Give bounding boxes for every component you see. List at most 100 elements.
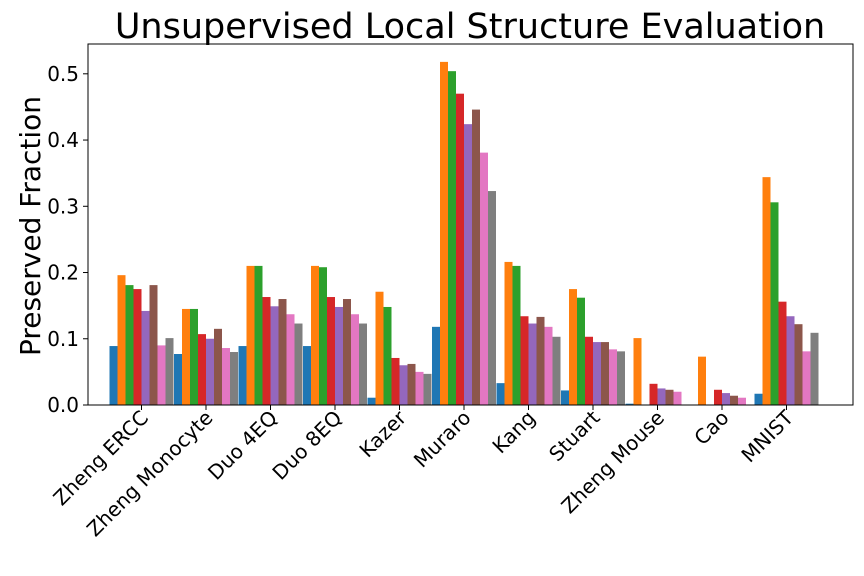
bar-kazer-series-7 (415, 371, 424, 405)
bar-cao-series-6 (730, 395, 738, 405)
bar-stuart-series-7 (609, 349, 617, 405)
bar-muraro-series-1 (432, 326, 440, 405)
bar-duo-4eq-series-4 (262, 297, 271, 405)
bar-mnist-series-5 (786, 316, 795, 405)
bar-muraro-series-6 (472, 109, 480, 405)
y-ticks: 0.0 0.1 0.2 0.3 0.4 0.5 (47, 62, 88, 417)
y-tick-label: 0.4 (47, 128, 79, 152)
bar-kang-series-7 (544, 326, 553, 405)
bar-stuart-series-2 (569, 289, 577, 405)
bar-cao-series-4 (714, 389, 722, 405)
bar-kazer-series-3 (383, 306, 392, 405)
bar-zheng-monocyte-series-5 (206, 338, 214, 405)
bar-stuart-series-4 (585, 336, 593, 405)
bar-mnist-series-1 (754, 393, 763, 405)
x-tick-label: Muraro (409, 406, 476, 473)
x-tick-label: Kang (487, 406, 540, 459)
bar-zheng-monocyte-series-4 (198, 334, 206, 405)
y-tick-label: 0.1 (47, 327, 79, 351)
bar-mnist-series-6 (794, 324, 803, 405)
bar-muraro-series-2 (440, 61, 448, 405)
bar-kazer-series-5 (399, 365, 408, 405)
bar-kazer-series-8 (423, 373, 432, 405)
bar-duo-4eq-series-1 (238, 346, 247, 405)
bar-zheng-ercc-series-5 (141, 310, 150, 405)
bar-muraro-series-3 (448, 71, 456, 405)
bar-muraro-series-4 (456, 93, 464, 406)
bar-zheng-monocyte-series-1 (174, 354, 182, 405)
bar-duo-4eq-series-7 (286, 314, 295, 405)
bar-duo-8eq-series-7 (351, 314, 359, 405)
bar-kang-series-3 (512, 265, 521, 405)
bar-duo-8eq-series-4 (327, 297, 335, 405)
bar-zheng-monocyte-series-2 (182, 308, 190, 405)
bar-zheng-mouse-series-4 (649, 383, 658, 405)
bar-duo-8eq-series-2 (311, 265, 319, 405)
bar-kazer-series-6 (407, 363, 416, 405)
bar-duo-4eq-series-6 (278, 299, 287, 405)
bar-kang-series-6 (536, 316, 545, 405)
bar-kazer-series-2 (375, 291, 384, 405)
x-tick-label: Duo 8EQ (267, 406, 346, 485)
bars-group (109, 61, 819, 406)
bar-stuart-series-8 (617, 351, 625, 405)
bar-kang-series-4 (520, 316, 529, 405)
chart-title: Unsupervised Local Structure Evaluation (115, 7, 825, 47)
bar-duo-8eq-series-1 (303, 346, 311, 405)
bar-stuart-series-1 (561, 390, 569, 405)
bar-zheng-monocyte-series-3 (190, 308, 198, 405)
bar-zheng-ercc-series-4 (133, 289, 142, 405)
bar-kang-series-2 (504, 261, 513, 405)
x-tick-label: Duo 4EQ (203, 406, 282, 485)
x-tick-label: MNIST (736, 405, 798, 467)
bar-cao-series-5 (722, 393, 730, 405)
bar-kazer-series-4 (391, 357, 400, 405)
y-axis-label: Preserved Fraction (14, 96, 47, 356)
bar-zheng-mouse-series-7 (673, 391, 682, 405)
bar-duo-4eq-series-3 (254, 265, 263, 405)
bar-stuart-series-5 (593, 342, 601, 405)
bar-cao-series-7 (738, 397, 746, 405)
bar-kang-series-5 (528, 323, 537, 405)
bar-stuart-series-6 (601, 342, 609, 405)
bar-zheng-mouse-series-6 (665, 389, 674, 405)
bar-muraro-series-5 (464, 124, 472, 406)
bar-duo-8eq-series-8 (359, 323, 367, 405)
bar-duo-4eq-series-2 (246, 265, 255, 405)
x-tick-label: Kazer (354, 405, 411, 462)
bar-duo-8eq-series-5 (335, 306, 343, 405)
bar-zheng-monocyte-series-6 (214, 328, 222, 405)
bar-duo-4eq-series-5 (270, 306, 279, 405)
bar-kazer-series-1 (367, 397, 376, 405)
y-tick-label: 0.0 (47, 393, 79, 417)
plot-frame (87, 43, 854, 406)
bar-zheng-monocyte-series-8 (230, 352, 238, 405)
bar-mnist-series-7 (802, 351, 811, 405)
y-tick-label: 0.2 (47, 261, 79, 285)
bar-muraro-series-7 (480, 152, 488, 405)
bar-duo-8eq-series-6 (343, 299, 351, 405)
bar-mnist-series-8 (810, 332, 819, 405)
bar-zheng-mouse-series-5 (657, 388, 666, 405)
bar-zheng-ercc-series-7 (157, 345, 166, 405)
x-tick-label: Stuart (544, 405, 605, 466)
bar-zheng-ercc-series-1 (109, 346, 118, 405)
bar-zheng-mouse-series-2 (633, 338, 642, 405)
bar-mnist-series-2 (762, 177, 771, 405)
bar-cao-series-2 (698, 356, 706, 405)
y-tick-label: 0.5 (47, 62, 79, 86)
bar-zheng-monocyte-series-7 (222, 348, 230, 405)
bar-zheng-ercc-series-8 (165, 338, 174, 405)
bar-duo-8eq-series-3 (319, 267, 327, 405)
bar-mnist-series-3 (770, 202, 779, 405)
bar-stuart-series-3 (577, 297, 585, 405)
x-tick-label: Zheng Monocyte (82, 406, 218, 542)
bar-zheng-ercc-series-3 (125, 285, 134, 405)
bar-kang-series-8 (552, 336, 561, 405)
bar-zheng-ercc-series-2 (117, 275, 126, 405)
bar-kang-series-1 (496, 383, 505, 405)
bar-zheng-ercc-series-6 (149, 285, 158, 405)
x-tick-label: Cao (689, 406, 733, 450)
